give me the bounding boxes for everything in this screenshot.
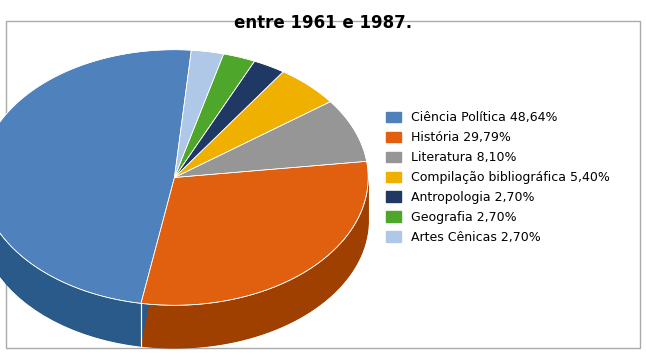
Polygon shape <box>0 181 141 346</box>
Polygon shape <box>174 54 255 178</box>
Polygon shape <box>174 50 224 178</box>
Text: entre 1961 e 1987.: entre 1961 e 1987. <box>234 14 412 32</box>
Polygon shape <box>174 72 330 178</box>
Polygon shape <box>141 181 368 348</box>
Polygon shape <box>174 61 283 178</box>
Polygon shape <box>141 178 368 348</box>
Polygon shape <box>174 102 367 178</box>
Polygon shape <box>141 161 368 305</box>
Polygon shape <box>0 50 191 304</box>
Polygon shape <box>0 178 174 346</box>
Legend: Ciência Política 48,64%, História 29,79%, Literatura 8,10%, Compilação bibliográ: Ciência Política 48,64%, História 29,79%… <box>381 106 615 248</box>
